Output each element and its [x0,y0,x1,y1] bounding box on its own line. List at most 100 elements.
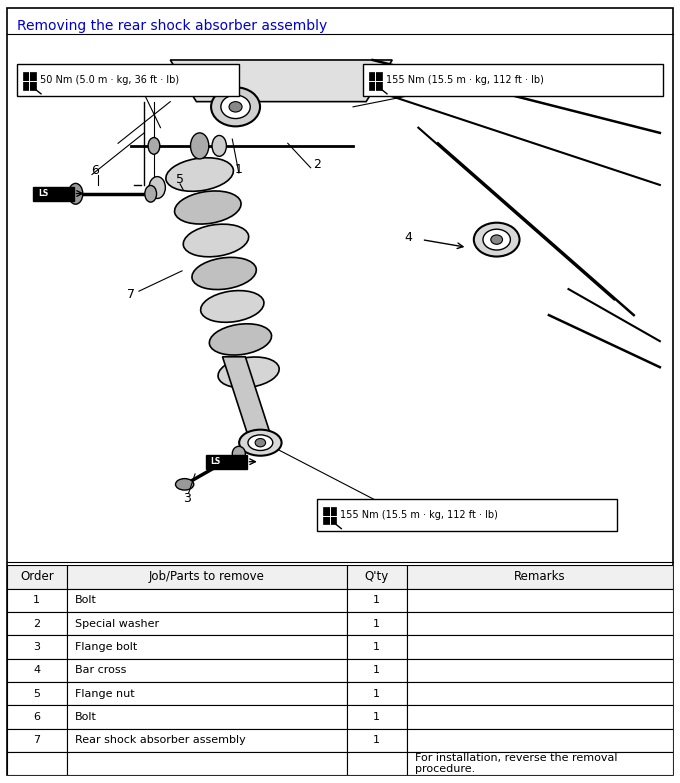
FancyBboxPatch shape [67,728,347,752]
FancyBboxPatch shape [67,635,347,659]
Text: 1: 1 [235,163,243,176]
Text: 1: 1 [373,688,380,698]
FancyBboxPatch shape [67,589,347,612]
Text: 1: 1 [373,735,380,745]
Text: Bar cross: Bar cross [75,666,126,675]
FancyBboxPatch shape [7,565,67,589]
FancyBboxPatch shape [323,507,336,525]
FancyBboxPatch shape [363,64,663,96]
FancyBboxPatch shape [347,728,407,752]
FancyBboxPatch shape [67,705,347,728]
Text: 1: 1 [373,595,380,605]
Text: 1: 1 [33,595,40,605]
FancyBboxPatch shape [407,728,673,752]
Text: Rear shock absorber assembly: Rear shock absorber assembly [75,735,245,745]
Ellipse shape [255,438,266,447]
Ellipse shape [248,435,273,450]
Text: Bolt: Bolt [75,595,97,605]
Text: 1: 1 [373,642,380,652]
FancyBboxPatch shape [407,705,673,728]
FancyBboxPatch shape [347,589,407,612]
Ellipse shape [491,235,503,244]
Ellipse shape [233,446,245,461]
Ellipse shape [201,290,264,323]
FancyBboxPatch shape [67,612,347,635]
FancyBboxPatch shape [67,565,347,589]
FancyBboxPatch shape [407,659,673,682]
FancyBboxPatch shape [407,752,673,775]
FancyBboxPatch shape [407,565,673,589]
Ellipse shape [239,430,282,456]
FancyBboxPatch shape [17,64,239,96]
Ellipse shape [149,177,165,198]
FancyBboxPatch shape [22,72,36,90]
Text: 5: 5 [33,688,40,698]
Text: Flange nut: Flange nut [75,688,135,698]
Text: 7: 7 [33,735,40,745]
Ellipse shape [183,224,249,257]
Text: 3: 3 [33,642,40,652]
Text: 7: 7 [127,288,135,301]
Text: 3: 3 [183,492,190,505]
Text: LS: LS [38,189,48,198]
Text: 4: 4 [33,666,40,675]
Text: Bolt: Bolt [75,712,97,722]
Text: 1: 1 [373,712,380,722]
Text: 1: 1 [373,619,380,629]
Ellipse shape [474,222,520,257]
FancyBboxPatch shape [369,72,381,90]
Ellipse shape [483,229,511,250]
FancyBboxPatch shape [347,682,407,705]
FancyBboxPatch shape [347,612,407,635]
Ellipse shape [145,186,156,202]
FancyBboxPatch shape [7,728,67,752]
Text: 155 Nm (15.5 m · kg, 112 ft · lb): 155 Nm (15.5 m · kg, 112 ft · lb) [340,510,498,520]
FancyBboxPatch shape [7,612,67,635]
FancyBboxPatch shape [206,455,247,469]
Ellipse shape [211,88,260,126]
Text: Removing the rear shock absorber assembly: Removing the rear shock absorber assembl… [17,19,327,33]
Text: 2: 2 [313,157,321,171]
Text: Flange bolt: Flange bolt [75,642,137,652]
Text: 5: 5 [176,173,184,186]
FancyBboxPatch shape [407,589,673,612]
FancyBboxPatch shape [347,635,407,659]
FancyBboxPatch shape [347,705,407,728]
FancyBboxPatch shape [347,565,407,589]
Text: 6: 6 [33,712,40,722]
FancyBboxPatch shape [33,186,73,200]
Ellipse shape [209,324,271,355]
Ellipse shape [69,183,83,204]
FancyBboxPatch shape [407,682,673,705]
Ellipse shape [175,478,194,490]
FancyBboxPatch shape [7,635,67,659]
Text: Q'ty: Q'ty [364,571,389,583]
FancyBboxPatch shape [347,752,407,775]
FancyBboxPatch shape [7,682,67,705]
FancyBboxPatch shape [347,659,407,682]
Text: 1: 1 [373,666,380,675]
Polygon shape [222,357,271,438]
Text: Remarks: Remarks [514,571,566,583]
Text: 155 Nm (15.5 m · kg, 112 ft · lb): 155 Nm (15.5 m · kg, 112 ft · lb) [386,75,543,85]
FancyBboxPatch shape [407,635,673,659]
Ellipse shape [229,102,242,112]
FancyBboxPatch shape [7,8,673,775]
FancyBboxPatch shape [67,682,347,705]
Ellipse shape [218,357,279,388]
Text: LS: LS [211,457,221,466]
FancyBboxPatch shape [7,705,67,728]
Text: Order: Order [20,571,54,583]
FancyBboxPatch shape [7,659,67,682]
Ellipse shape [166,157,233,191]
Polygon shape [170,60,392,102]
FancyBboxPatch shape [67,752,347,775]
FancyBboxPatch shape [7,752,67,775]
Text: Special washer: Special washer [75,619,159,629]
Ellipse shape [175,191,241,224]
Ellipse shape [148,138,160,154]
Ellipse shape [192,258,256,290]
Ellipse shape [190,133,209,159]
Ellipse shape [221,95,250,118]
Text: 6: 6 [91,164,99,177]
